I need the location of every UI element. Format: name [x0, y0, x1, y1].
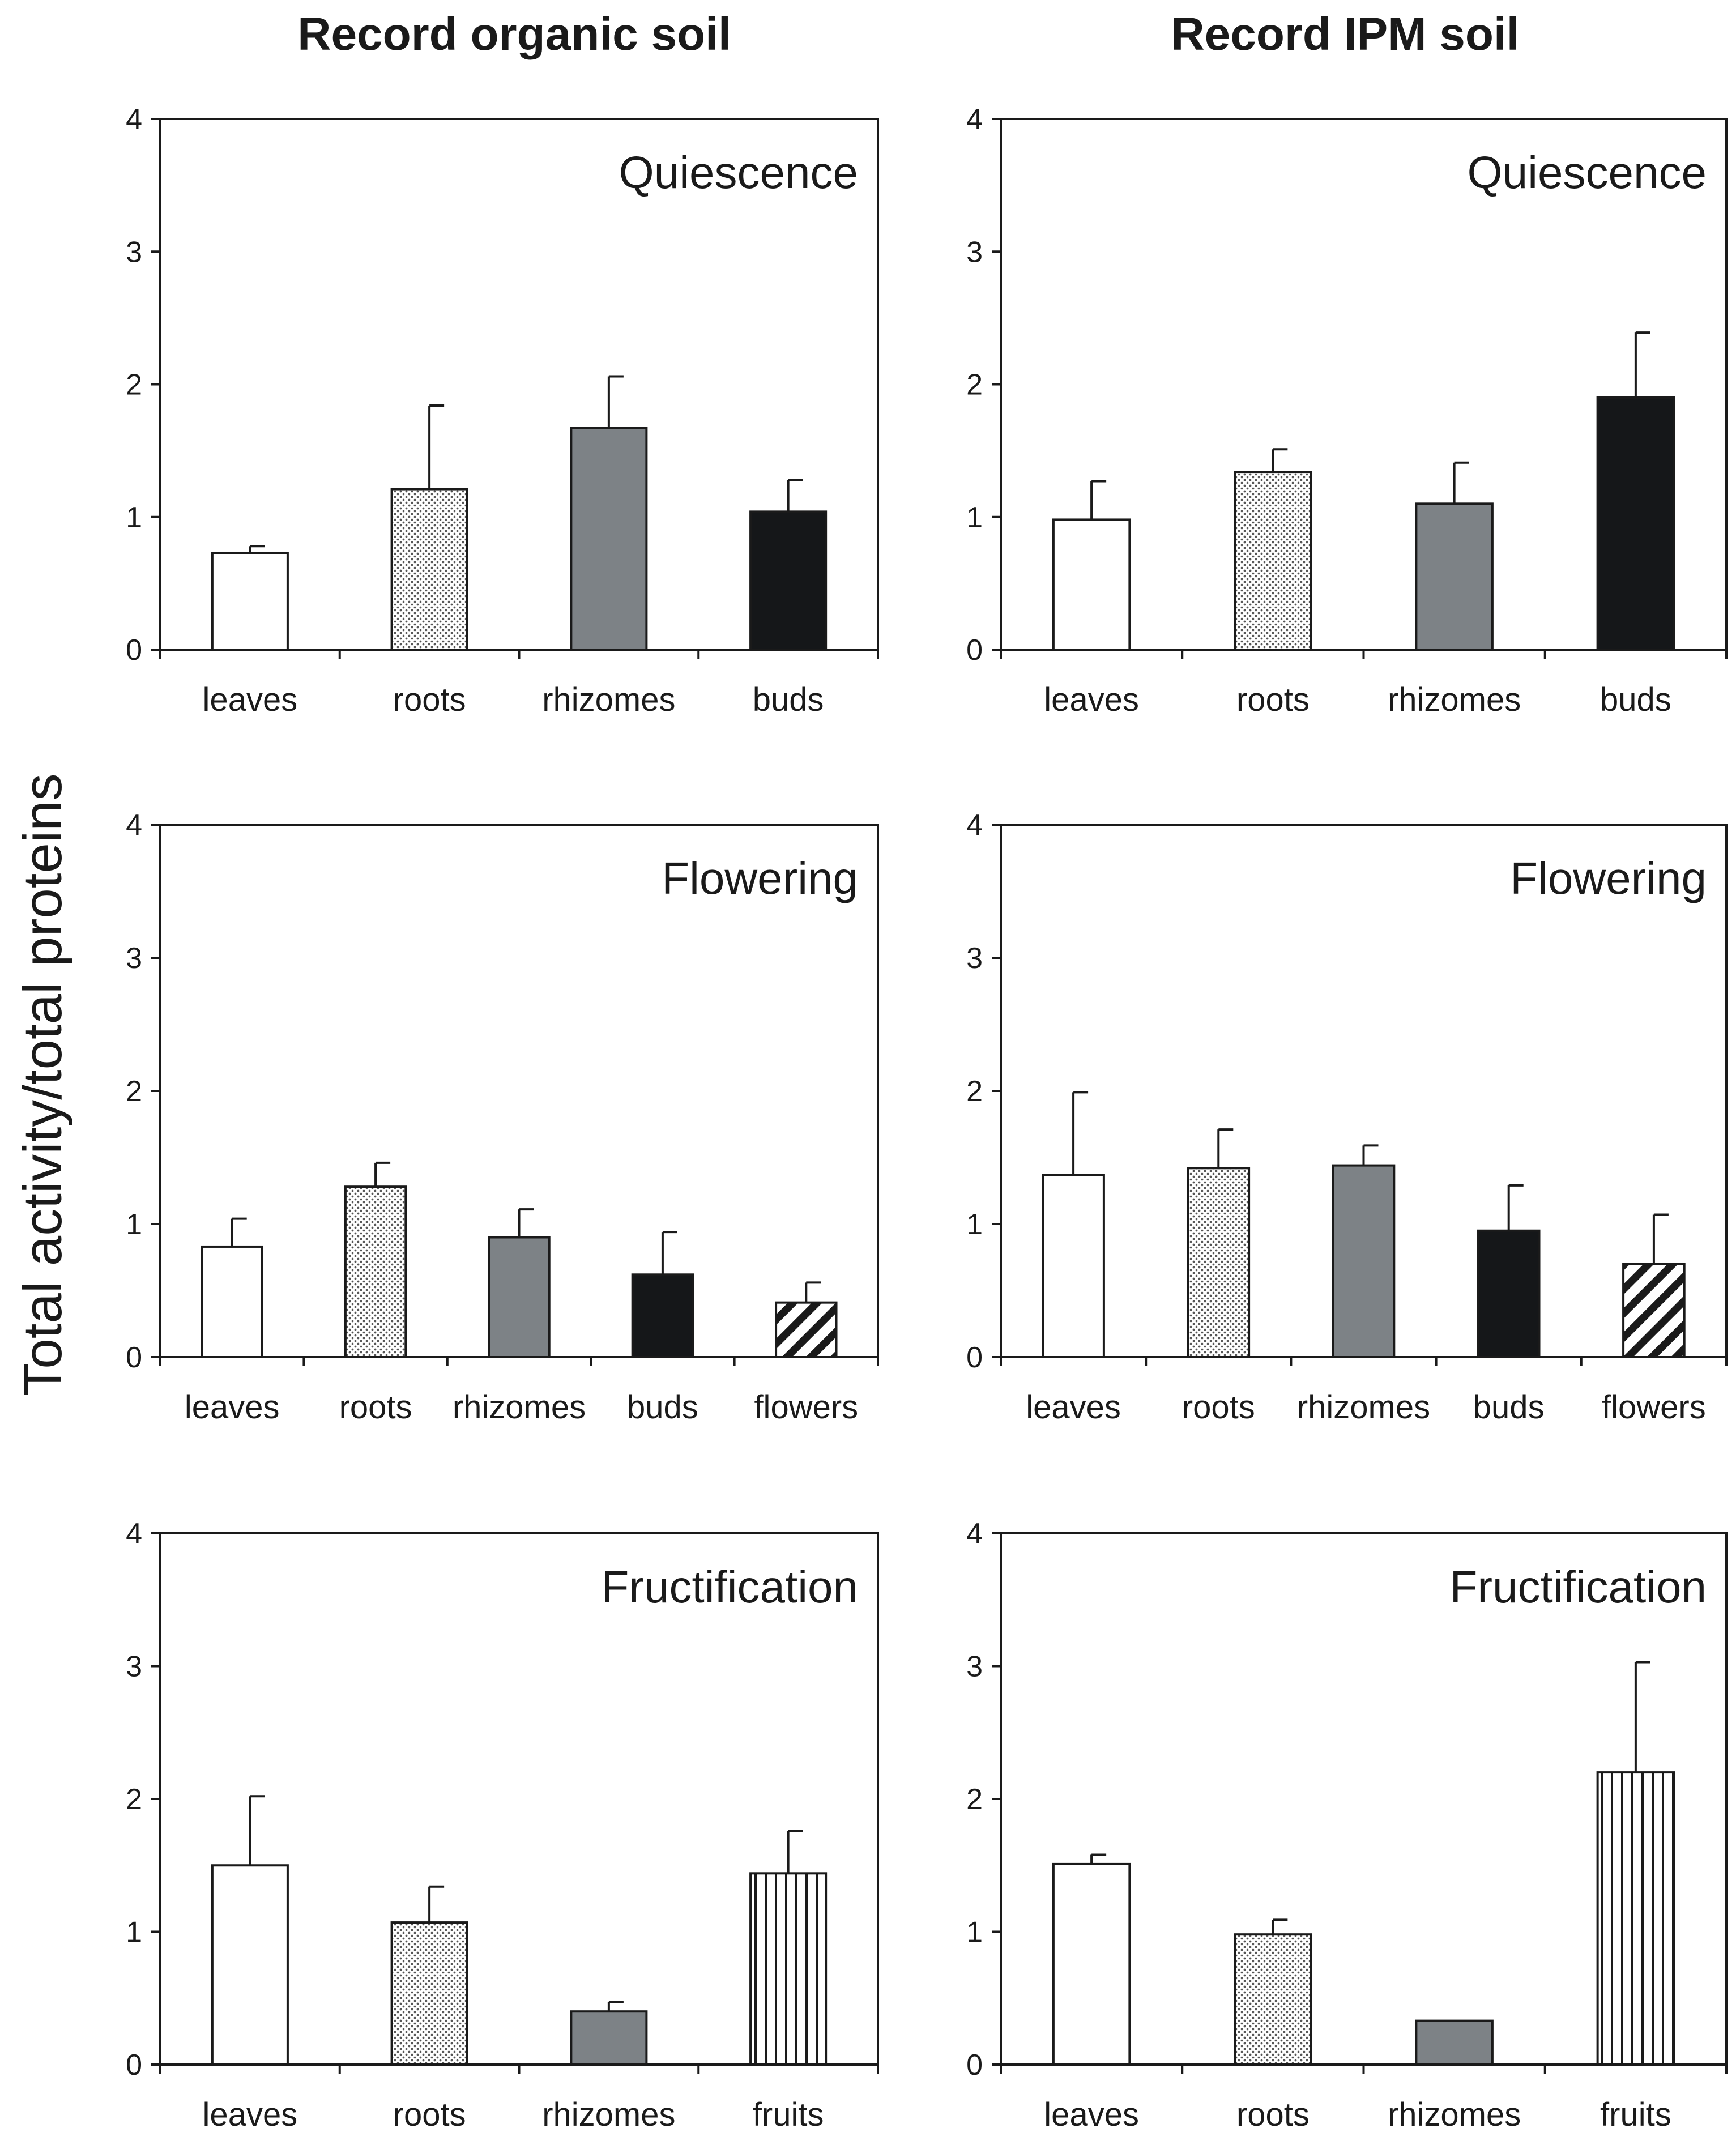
category-label-rhizomes: rhizomes [542, 2096, 675, 2133]
y-tick-label: 4 [126, 1517, 142, 1550]
chart-panel-1: 0 1 2 3 4 Quiescence leaves roots rhizomes buds [126, 103, 879, 718]
category-label-leaves: leaves [1044, 2096, 1139, 2133]
category-label-flowers: flowers [1602, 1389, 1706, 1426]
y-tick-label: 1 [966, 1208, 983, 1241]
chart-panel-6: 0 1 2 3 4 Fructification leaves roots rhizomes fr… [966, 1517, 1728, 2133]
bar-roots [1234, 471, 1312, 651]
panel-title: Fructification [1450, 1562, 1707, 1612]
bar-rhizomes [570, 427, 648, 651]
category-label-rhizomes: rhizomes [542, 681, 675, 718]
y-tick-label: 4 [126, 103, 142, 136]
chart-panels: 0 1 2 3 4 Quiescence leaves roots rhizomes buds 0 1… [126, 103, 1728, 2133]
category-label-leaves: leaves [203, 681, 298, 718]
category-label-rhizomes: rhizomes [453, 1389, 586, 1426]
y-tick-label: 0 [966, 634, 983, 667]
y-tick-label: 3 [966, 1651, 983, 1683]
category-label-roots: roots [393, 2096, 466, 2133]
category-label-buds: buds [1473, 1389, 1545, 1426]
y-tick-label: 3 [126, 942, 142, 975]
column-title-organic: Record organic soil [297, 8, 731, 60]
bar-leaves [201, 1245, 263, 1358]
bar-buds [749, 510, 828, 651]
bar-flowers [775, 1301, 838, 1358]
chart-panel-3: 0 1 2 3 4 Flowering leaves roots rhizomes buds flo… [126, 809, 879, 1426]
category-label-flowers: flowers [754, 1389, 858, 1426]
y-tick-label: 4 [966, 809, 983, 842]
bar-leaves [1052, 1862, 1131, 2066]
bar-roots [390, 1921, 468, 2066]
y-tick-label: 2 [966, 1075, 983, 1108]
y-tick-label: 0 [966, 2049, 983, 2082]
y-tick-label: 0 [126, 634, 142, 667]
category-label-roots: roots [393, 681, 466, 718]
category-label-rhizomes: rhizomes [1388, 2096, 1521, 2133]
category-label-buds: buds [627, 1389, 698, 1426]
category-label-rhizomes: rhizomes [1297, 1389, 1430, 1426]
bar-leaves [211, 551, 289, 651]
category-label-roots: roots [1236, 2096, 1310, 2133]
category-label-fruits: fruits [1600, 2096, 1671, 2133]
category-label-roots: roots [1182, 1389, 1255, 1426]
bar-rhizomes [1415, 2019, 1494, 2066]
category-label-roots: roots [339, 1389, 412, 1426]
y-tick-label: 1 [126, 1916, 142, 1949]
chart-panel-5: 0 1 2 3 4 Fructification leaves roots rhizomes fr… [126, 1517, 879, 2133]
y-tick-label: 3 [126, 236, 142, 268]
y-tick-label: 3 [126, 1651, 142, 1683]
bar-rhizomes [1415, 502, 1494, 651]
bar-leaves [1052, 518, 1131, 651]
bar-fruits [1596, 1771, 1675, 2066]
panel-title: Flowering [1510, 853, 1707, 903]
bar-roots [1234, 1933, 1312, 2066]
panel-title: Flowering [662, 853, 858, 903]
y-tick-label: 4 [966, 103, 983, 136]
y-tick-label: 1 [126, 501, 142, 534]
category-label-roots: roots [1236, 681, 1310, 718]
category-label-leaves: leaves [203, 2096, 298, 2133]
category-label-buds: buds [1600, 681, 1671, 718]
y-tick-label: 2 [126, 1783, 142, 1816]
chart-panel-4: 0 1 2 3 4 Flowering leaves roots rhizomes buds flo… [966, 809, 1728, 1426]
bar-buds [631, 1273, 694, 1359]
y-tick-label: 1 [966, 501, 983, 534]
category-label-leaves: leaves [1026, 1389, 1121, 1426]
category-label-leaves: leaves [185, 1389, 280, 1426]
y-tick-label: 4 [966, 1517, 983, 1550]
panel-title: Quiescence [1468, 147, 1707, 198]
y-tick-label: 2 [966, 369, 983, 402]
chart-panel-2: 0 1 2 3 4 Quiescence leaves roots rhizomes buds [966, 103, 1728, 718]
bar-roots [344, 1185, 407, 1358]
y-tick-label: 0 [966, 1341, 983, 1374]
y-tick-label: 2 [126, 1075, 142, 1108]
y-tick-label: 0 [126, 1341, 142, 1374]
column-title-ipm: Record IPM soil [1171, 8, 1519, 60]
bar-roots [390, 488, 468, 651]
bar-flowers [1622, 1263, 1686, 1358]
category-label-rhizomes: rhizomes [1388, 681, 1521, 718]
bar-leaves [211, 1864, 289, 2066]
y-tick-label: 1 [126, 1208, 142, 1241]
panel-title: Quiescence [619, 147, 858, 198]
bar-buds [1596, 396, 1675, 651]
bar-rhizomes [488, 1236, 551, 1358]
bar-rhizomes [1332, 1164, 1396, 1359]
bar-buds [1477, 1229, 1541, 1358]
y-tick-label: 2 [126, 369, 142, 402]
bar-roots [1187, 1167, 1251, 1359]
category-label-buds: buds [753, 681, 824, 718]
y-tick-label: 4 [126, 809, 142, 842]
bar-fruits [749, 1872, 828, 2066]
y-tick-label: 0 [126, 2049, 142, 2082]
bar-leaves [1042, 1174, 1105, 1359]
y-tick-label: 3 [966, 236, 983, 268]
bar-rhizomes [570, 2010, 648, 2066]
y-axis-label: Total activity/total proteins [12, 773, 73, 1396]
panel-title: Fructification [602, 1562, 858, 1612]
y-tick-label: 3 [966, 942, 983, 975]
y-tick-label: 1 [966, 1916, 983, 1949]
category-label-leaves: leaves [1044, 681, 1139, 718]
category-label-fruits: fruits [753, 2096, 824, 2133]
y-tick-label: 2 [966, 1783, 983, 1816]
